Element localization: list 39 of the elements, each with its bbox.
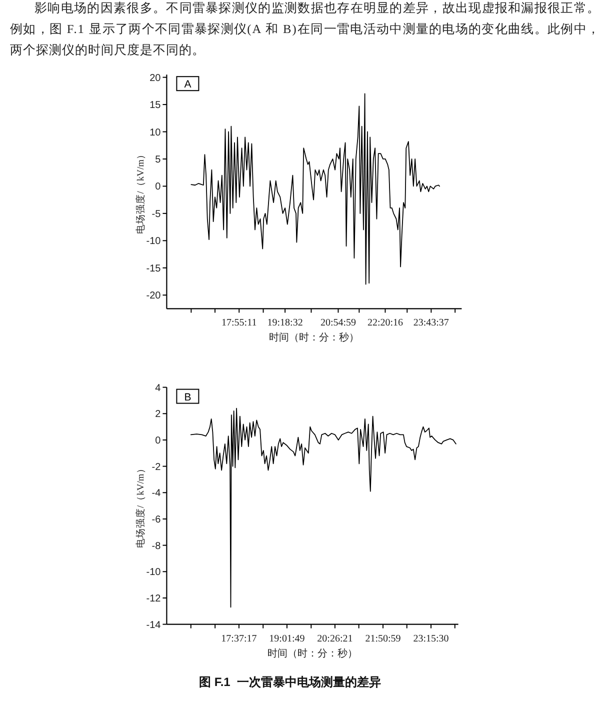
x-tick-label: 20:54:59: [320, 318, 356, 329]
x-tick-label: 19:01:49: [269, 633, 305, 644]
y-tick-label: -15: [146, 263, 162, 274]
y-tick-label: -20: [146, 290, 162, 302]
y-tick-label: -12: [146, 593, 162, 604]
x-axis-title: 时间（时：分：秒）: [269, 332, 360, 344]
y-tick-label: 0: [155, 435, 162, 446]
y-tick-label: 2: [155, 409, 162, 420]
y-tick-label: -4: [152, 488, 162, 500]
x-tick-label: 21:50:59: [365, 633, 401, 644]
y-axis-title: 电场强度/（kV/m）: [134, 150, 147, 234]
y-tick-label: -14: [146, 620, 162, 631]
line-series: [190, 408, 456, 608]
y-tick-label: -10: [146, 236, 162, 248]
y-tick-label: 5: [155, 154, 162, 166]
x-tick-label: 20:26:21: [317, 633, 353, 644]
y-tick-label: -6: [152, 514, 162, 526]
x-tick-label: 23:43:37: [413, 318, 449, 329]
y-axis-title: 电场强度/（kV/m）: [134, 464, 147, 548]
x-tick-label: 17:37:17: [221, 633, 257, 644]
y-tick-label: -5: [152, 208, 162, 220]
y-tick-label: -10: [146, 567, 162, 578]
y-tick-label: 0: [155, 182, 162, 193]
y-tick-label: 4: [155, 382, 162, 394]
y-tick-label: -8: [152, 540, 162, 552]
y-tick-label: -2: [152, 462, 162, 473]
y-tick-label: 20: [150, 72, 162, 84]
x-tick-label: 19:18:32: [267, 318, 303, 329]
text: 影响电场的因素很多。不同雷暴探测仪的监测数据也存在明显的差异，故出现虚报和漏报很正常。例如，图 F.1 显示了两个不同雷暴探测仪(A 和 B)在同一雷电活动中测量的电场的变化曲线。此例中，两个探测仪的时间尺度是不同的。: [10, 0, 600, 59]
line-series: [190, 93, 440, 285]
x-axis-title: 时间（时：分：秒）: [268, 647, 358, 660]
x-tick-label: 22:20:16: [367, 318, 404, 329]
y-tick-label: 15: [150, 100, 162, 112]
text: 图 F.1 一次雷暴中电场测量的差异: [198, 674, 382, 691]
x-tick-label: 17:55:11: [222, 318, 257, 329]
y-tick-label: 10: [150, 127, 162, 138]
chart-title: B: [184, 391, 192, 404]
chart-title: A: [184, 78, 192, 91]
x-tick-label: 23:15:30: [413, 633, 449, 644]
